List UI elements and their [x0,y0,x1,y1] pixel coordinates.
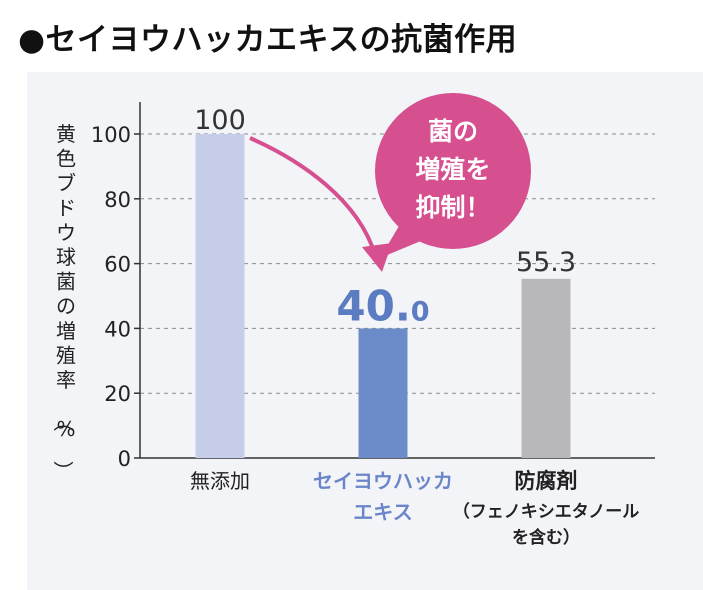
y-tick-label: 80 [104,188,131,212]
value-label: 40.0 [336,281,429,330]
category-label: 無添加 [190,469,250,493]
y-tick-label: 0 [118,447,131,471]
y-tick-label: 60 [104,253,131,277]
value-label: 55.3 [516,247,576,278]
callout-text: 抑制！ [415,193,490,222]
category-label: 防腐剤 [515,469,578,493]
y-tick-label: 20 [104,382,131,406]
category-label: を含む） [512,527,580,548]
callout-tail [380,221,428,258]
arrow-curve [249,136,378,259]
category-label: エキス [353,500,412,524]
y-axis-label: 黄色ブドウ球菌の増殖率（%） [51,122,76,481]
callout-bubble [375,93,531,249]
value-label: 100 [194,105,246,136]
y-tick-label: 100 [91,123,131,147]
callout-text: 菌の [428,117,478,146]
y-tick-label: 40 [104,317,131,341]
arrow-head [362,243,392,272]
chart-title: ●セイヨウハッカエキスの抗菌作用 [18,22,518,58]
callout-text: 増殖を [415,155,490,184]
bar [521,278,571,458]
bar [358,328,408,458]
category-label: （フェノキシエタノール [453,501,640,522]
category-label: セイヨウハッカ [313,469,453,493]
bar [195,134,245,458]
